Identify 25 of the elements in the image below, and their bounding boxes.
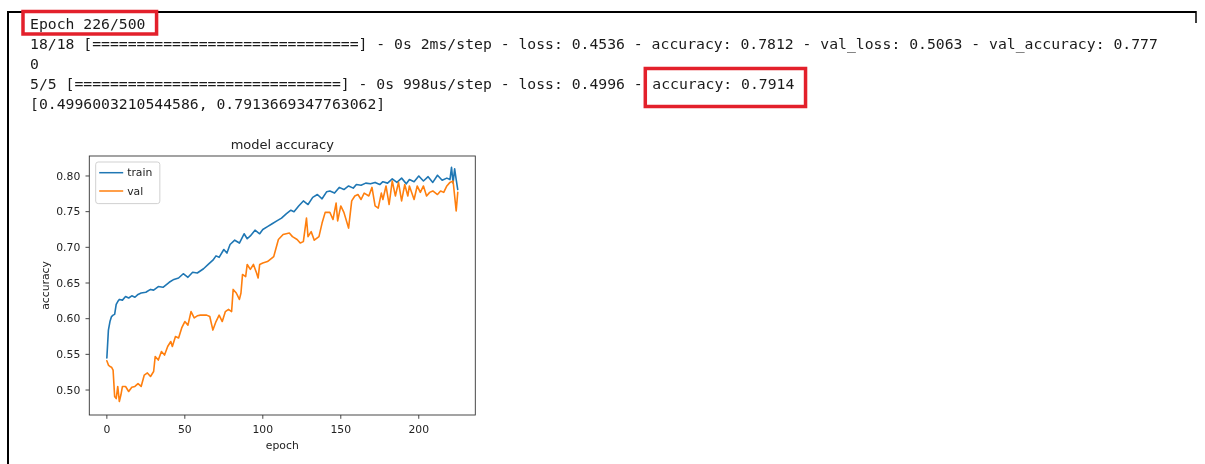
legend-label: train xyxy=(127,166,153,180)
y-tick-label: 0.50 xyxy=(56,383,81,397)
line-series xyxy=(106,166,459,359)
y-tick-label: 0.75 xyxy=(56,205,81,219)
x-tick-label: 150 xyxy=(330,423,352,436)
x-tick-label: 0 xyxy=(103,423,111,436)
y-axis-title: accuracy xyxy=(38,260,52,310)
y-tick-label: 0.80 xyxy=(56,169,81,183)
text: 0 xyxy=(30,54,39,72)
text: 5/5 [==============================] - 0s 998us/step - loss: 0.4996 - xyxy=(30,74,643,92)
text: Epoch 226/500 xyxy=(30,14,146,32)
x-axis-title: epoch xyxy=(265,439,299,452)
text: [0.4996003210544586, 0.7913669347763062] xyxy=(30,94,386,112)
chart-title: model accuracy xyxy=(230,137,335,152)
y-tick-label: 0.60 xyxy=(56,312,81,326)
text: accuracy: 0.7914 xyxy=(652,74,795,92)
legend-label: val xyxy=(127,184,144,198)
y-tick-label: 0.55 xyxy=(56,348,81,362)
x-tick-label: 200 xyxy=(408,423,430,436)
line-series xyxy=(106,180,459,403)
text: 18/18 [==============================] - 0s 2ms/step - loss: 0.4536 - accuracy: 0.7812 - val_loss: 0.5063 - val_accuracy: 0.777 xyxy=(30,34,1158,53)
y-tick-label: 0.65 xyxy=(56,276,81,290)
x-tick-label: 50 xyxy=(177,423,192,436)
y-tick-label: 0.70 xyxy=(56,241,81,255)
x-tick-label: 100 xyxy=(252,423,274,436)
